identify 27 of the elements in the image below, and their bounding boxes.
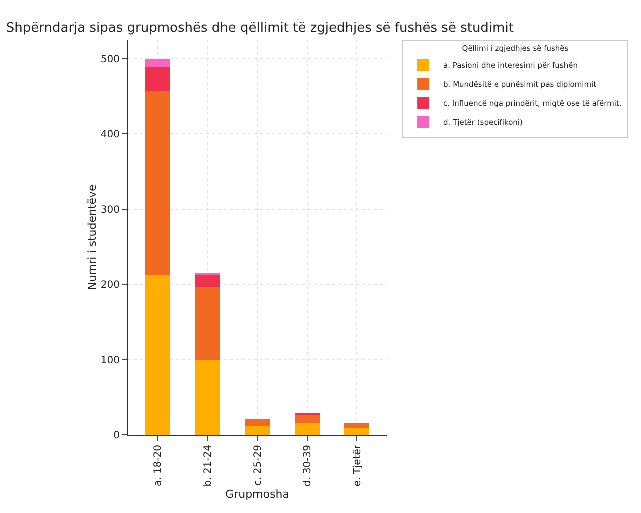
bar — [245, 426, 270, 435]
bar — [294, 414, 320, 423]
x-tick-label: c. 25-29 — [252, 445, 264, 486]
x-tick-label: d. 30-39 — [302, 445, 314, 487]
bar — [344, 424, 370, 428]
y-tick-label: 200 — [100, 280, 120, 292]
bar — [145, 67, 170, 92]
x-tick-label: e. Tjetër — [352, 444, 364, 487]
bar — [145, 276, 170, 435]
bar — [294, 422, 320, 435]
y-axis-title: Numri i studentëve — [86, 184, 99, 290]
y-tick-label: 300 — [100, 204, 120, 216]
chart-title: Shpërndarja sipas grupmoshës dhe qëllimit të zgjedhjes së fushës së studimit — [6, 21, 514, 36]
bar — [195, 274, 220, 288]
bar — [195, 360, 220, 435]
x-tick-label: b. 21-24 — [202, 445, 214, 487]
y-tick-label: 500 — [100, 54, 120, 66]
bar — [195, 288, 220, 361]
y-tick-label: 100 — [100, 355, 120, 366]
bar — [344, 428, 370, 435]
y-tick-label: 400 — [100, 130, 120, 141]
bar — [145, 60, 170, 68]
bar — [245, 419, 270, 426]
x-axis-title: Grupmosha — [226, 488, 290, 501]
y-tick-label: 0 — [114, 430, 120, 442]
bar — [145, 91, 170, 276]
x-tick-label: a. 18-20 — [153, 445, 164, 487]
